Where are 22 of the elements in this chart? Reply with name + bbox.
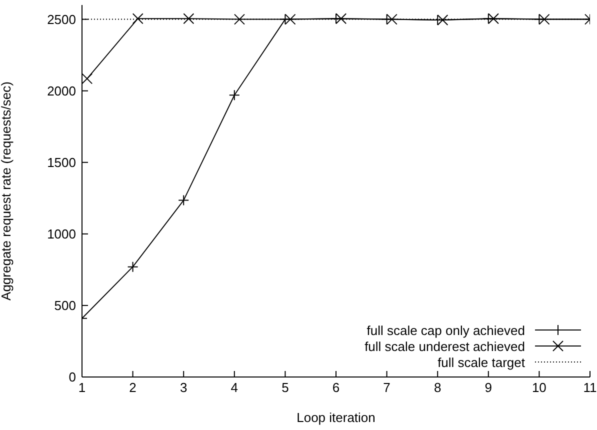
x-tick-label: 10 — [532, 380, 546, 396]
y-tick-label: 2000 — [47, 83, 76, 98]
x-axis-title: Loop iteration — [296, 410, 376, 425]
x-tick-label: 11 — [583, 380, 597, 396]
y-axis-title: Aggregate request rate (requests/sec) — [0, 82, 14, 300]
y-tick-label: 0 — [68, 370, 76, 385]
legend-label: full scale cap only achieved — [366, 322, 525, 338]
x-tick-label: 4 — [230, 380, 238, 396]
x-tick-label: 5 — [282, 380, 289, 396]
x-tick-label: 9 — [484, 380, 492, 396]
y-tick-label: 500 — [54, 298, 76, 314]
x-tick-label: 3 — [180, 380, 188, 396]
y-tick-label: 1500 — [47, 155, 76, 170]
y-tick-label: 1000 — [47, 226, 76, 242]
x-tick-label: 1 — [78, 380, 86, 396]
x-tick-label: 8 — [434, 380, 442, 396]
x-tick-label: 2 — [129, 380, 136, 396]
x-tick-label: 7 — [383, 380, 390, 396]
y-tick-label: 2500 — [47, 12, 76, 27]
legend-label: full scale underest achieved — [364, 338, 525, 354]
legend-label: full scale target — [438, 354, 525, 370]
x-tick-label: 6 — [332, 380, 340, 396]
